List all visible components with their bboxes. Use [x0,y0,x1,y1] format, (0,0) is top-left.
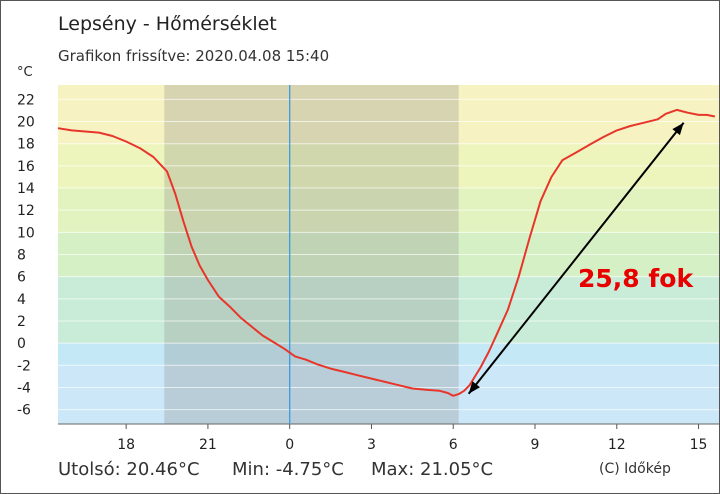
annotation-arrow [467,122,685,395]
y-tick-label: 16 [17,159,35,175]
x-tick-label: 9 [531,437,540,453]
y-tick-label: -4 [17,380,31,396]
x-tick-label: 15 [690,437,708,453]
y-tick-label: 10 [17,225,35,241]
y-tick-label: 14 [17,181,35,197]
arrowhead-start [468,381,480,394]
max-value: Max: 21.05°C [371,459,494,480]
chart-subtitle: Grafikon frissítve: 2020.04.08 15:40 [58,47,330,65]
temperature-line [57,108,716,397]
y-axis-unit: °C [17,65,33,80]
annotation-label: 25,8 fok [578,264,694,293]
y-tick-label: 8 [17,248,26,264]
y-tick-label: -2 [17,358,31,374]
last-value: Utolsó: 20.46°C [58,459,200,480]
y-tick-label: 2 [17,314,26,330]
temperature-band [58,276,719,344]
credit-text: (C) Időkép [599,461,671,477]
y-tick-label: 22 [17,92,35,108]
x-tick-label: 0 [285,437,294,453]
y-tick-label: 4 [17,292,26,308]
y-tick-label: 0 [17,336,26,352]
temperature-band [58,343,719,366]
y-tick-label: 18 [17,137,35,153]
chart-title: Lepsény - Hőmérséklet [58,13,277,35]
x-tick-label: 21 [199,437,217,453]
y-tick-label: 20 [17,115,35,131]
y-tick-label: -6 [17,403,31,419]
y-tick-label: 12 [17,203,35,219]
temperature-band [58,365,719,424]
x-tick-label: 6 [449,437,458,453]
x-tick-label: 18 [117,437,135,453]
y-tick-label: 6 [17,270,26,286]
x-tick-label: 12 [608,437,626,453]
arrowhead-end [672,122,684,136]
x-tick-label: 3 [367,437,376,453]
min-value: Min: -4.75°C [232,459,344,480]
